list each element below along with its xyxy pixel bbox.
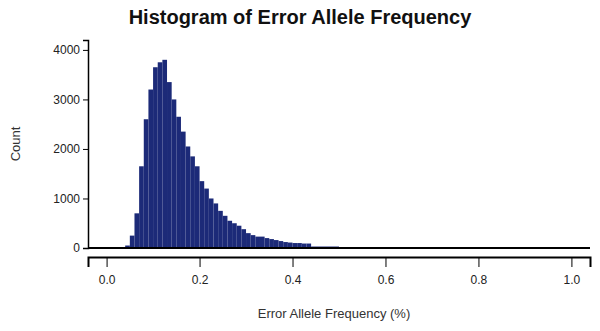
bar <box>139 166 144 248</box>
bar <box>172 99 177 248</box>
y-tick: 3000 <box>53 93 88 107</box>
bar <box>260 237 265 248</box>
x-tick: 0.4 <box>285 257 302 287</box>
x-axis-line <box>89 258 591 268</box>
x-tick-mark <box>478 257 479 267</box>
y-tick: 0 <box>73 241 88 255</box>
bar <box>223 216 228 248</box>
bar <box>232 223 237 248</box>
bars <box>125 60 590 248</box>
bar <box>144 119 149 248</box>
x-tick-mark <box>107 257 108 267</box>
bar <box>214 203 219 248</box>
x-tick: 0.8 <box>471 257 488 287</box>
y-tick-mark <box>83 198 88 199</box>
x-tick-label: 1.0 <box>564 273 581 287</box>
bar <box>227 221 232 248</box>
y-tick-mark <box>83 99 88 100</box>
x-tick-mark <box>293 257 294 267</box>
bar <box>279 241 284 248</box>
y-tick: 1000 <box>53 192 88 206</box>
x-tick-label: 0.6 <box>378 273 395 287</box>
bar <box>190 156 195 248</box>
title: Histogram of Error Allele Frequency <box>129 6 473 28</box>
bar <box>181 132 186 248</box>
x-tick-label: 0.2 <box>192 273 209 287</box>
bar <box>255 237 260 248</box>
y-axis: 0 1000 2000 3000 4000 <box>53 41 88 256</box>
y-tick: 4000 <box>53 43 88 57</box>
bar <box>218 211 223 248</box>
chart: Histogram of Error Allele Frequency 0 1000… <box>0 0 600 331</box>
bar <box>186 146 191 248</box>
bar <box>241 229 246 248</box>
x-tick-mark <box>200 257 201 267</box>
bar <box>200 181 205 248</box>
bar <box>237 226 242 248</box>
bar <box>204 189 209 248</box>
bar <box>251 235 256 248</box>
bar <box>269 239 274 248</box>
bar <box>134 213 139 248</box>
x-axis: 0.0 0.2 0.4 0.6 0.8 1.0 <box>89 257 591 287</box>
bar <box>209 198 214 248</box>
y-tick-label: 1000 <box>53 192 80 206</box>
bar <box>162 60 167 248</box>
x-tick-label: 0.0 <box>99 273 116 287</box>
y-tick-label: 4000 <box>53 43 80 57</box>
y-axis-title: Count <box>8 126 23 161</box>
x-tick-mark <box>571 257 572 267</box>
bar <box>148 90 153 248</box>
bar <box>130 236 135 248</box>
x-axis-title: Error Allele Frequency (%) <box>258 306 410 321</box>
x-tick-label: 0.8 <box>471 273 488 287</box>
bar <box>274 240 279 248</box>
bar <box>158 62 163 248</box>
baseline <box>88 247 590 249</box>
y-tick-label: 3000 <box>53 93 80 107</box>
bar <box>265 238 270 248</box>
y-tick-mark <box>83 149 88 150</box>
x-tick-mark <box>385 257 386 267</box>
y-tick: 2000 <box>53 142 88 156</box>
y-tick-label: 2000 <box>53 142 80 156</box>
y-tick-mark <box>83 50 88 51</box>
y-tick-label: 0 <box>73 241 80 255</box>
x-tick-label: 0.4 <box>285 273 302 287</box>
x-tick: 1.0 <box>564 257 581 287</box>
bar <box>153 67 158 248</box>
bar <box>195 166 200 248</box>
y-tick-mark <box>83 248 88 249</box>
bar <box>176 117 181 248</box>
bar <box>167 82 172 248</box>
bar <box>246 233 251 248</box>
x-tick: 0.6 <box>378 257 395 287</box>
x-tick: 0.2 <box>192 257 209 287</box>
x-tick: 0.0 <box>99 257 116 287</box>
y-axis-line <box>83 41 89 249</box>
